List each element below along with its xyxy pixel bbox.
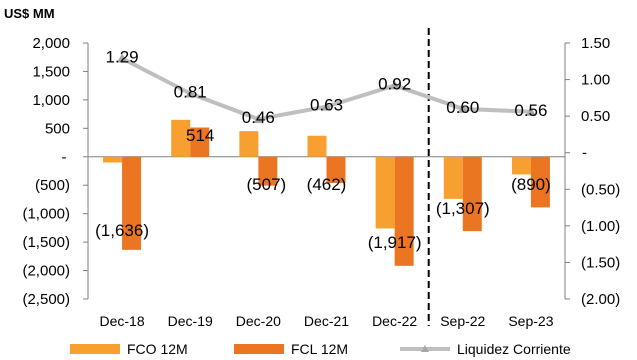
y-left-tick-label: (2,000) [22,263,70,280]
y-right-tick-label: 1.00 [581,72,610,89]
unit-label: US$ MM [4,6,55,21]
legend-marker-liquidez-corriente [421,345,429,352]
x-tick-label: Dec-20 [236,313,281,329]
y-right-tick-label: (1.00) [581,218,620,235]
legend-label-fcl-12m: FCL 12M [291,341,348,357]
liquidez-data-label: 0.92 [378,74,411,93]
fcl-data-label: (462) [307,175,347,194]
bar-fco-12m [103,156,123,163]
legend-swatch-fcl-12m [234,344,284,354]
x-tick-label: Sep-23 [508,313,553,329]
fcl-data-label: (507) [247,175,287,194]
bar-fcl-12m [462,156,482,232]
liquidez-data-label: 0.46 [242,108,275,127]
x-tick-label: Dec-21 [304,313,349,329]
y-right-tick-label: 0.50 [581,108,610,125]
liquidez-data-label: 0.56 [514,101,547,120]
bar-fco-12m [511,156,531,175]
bar-fco-12m [171,119,191,157]
fcl-data-label: (890) [511,175,551,194]
fcl-data-label: (1,307) [436,199,490,218]
line-point-marker [117,53,128,63]
bar-fcl-12m [326,156,346,184]
y-right-tick-label: 1.50 [581,35,610,52]
fcl-data-label: 514 [186,126,214,145]
line-point-marker [457,103,468,113]
bar-fcl-12m [394,156,414,266]
y-left-tick-label: 500 [45,120,70,137]
bar-fcl-12m [190,127,210,157]
bar-fcl-12m [122,156,142,250]
y-left-tick-label: 1,500 [32,63,70,80]
bar-fco-12m [443,156,463,199]
legend-swatch-fco-12m [70,344,120,354]
x-tick-label: Dec-22 [372,313,417,329]
bar-fcl-12m [258,156,278,186]
line-point-marker [321,101,332,111]
y-right-tick-label: - [582,145,587,162]
x-tick-label: Dec-19 [168,313,213,329]
line-point-marker [253,114,264,124]
line-point-marker [389,80,400,90]
line-point-marker [525,106,536,116]
y-left-tick-label: 2,000 [32,35,70,52]
fcl-data-label: (1,636) [95,221,149,240]
fcl-data-label: (1,917) [368,233,422,252]
liquidez-data-label: 0.81 [174,82,207,101]
y-right-tick-label: (2.00) [581,291,620,308]
y-left-tick-label: (1,000) [22,206,70,223]
legend-label-fco-12m: FCO 12M [127,341,188,357]
y-right-tick-label: (0.50) [581,181,620,198]
bar-fco-12m [307,135,327,157]
y-left-tick-label: (500) [35,177,70,194]
y-right-tick-label: (1.50) [581,254,620,271]
liquidez-data-label: 1.29 [106,47,139,66]
liquidez-data-label: 0.60 [446,98,479,117]
y-left-tick-label: (2,500) [22,291,70,308]
bar-fco-12m [375,156,395,229]
bar-fco-12m [239,131,259,157]
y-left-tick-label: 1,000 [32,92,70,109]
x-tick-label: Dec-18 [100,313,145,329]
line-point-marker [185,88,196,98]
y-left-tick-label: - [62,149,67,166]
bar-fcl-12m [530,156,550,208]
legend-label-liquidez-corriente: Liquidez Corriente [457,341,571,357]
x-tick-label: Sep-22 [440,313,485,329]
liquidez-data-label: 0.63 [310,96,343,115]
y-left-tick-label: (1,500) [22,234,70,251]
